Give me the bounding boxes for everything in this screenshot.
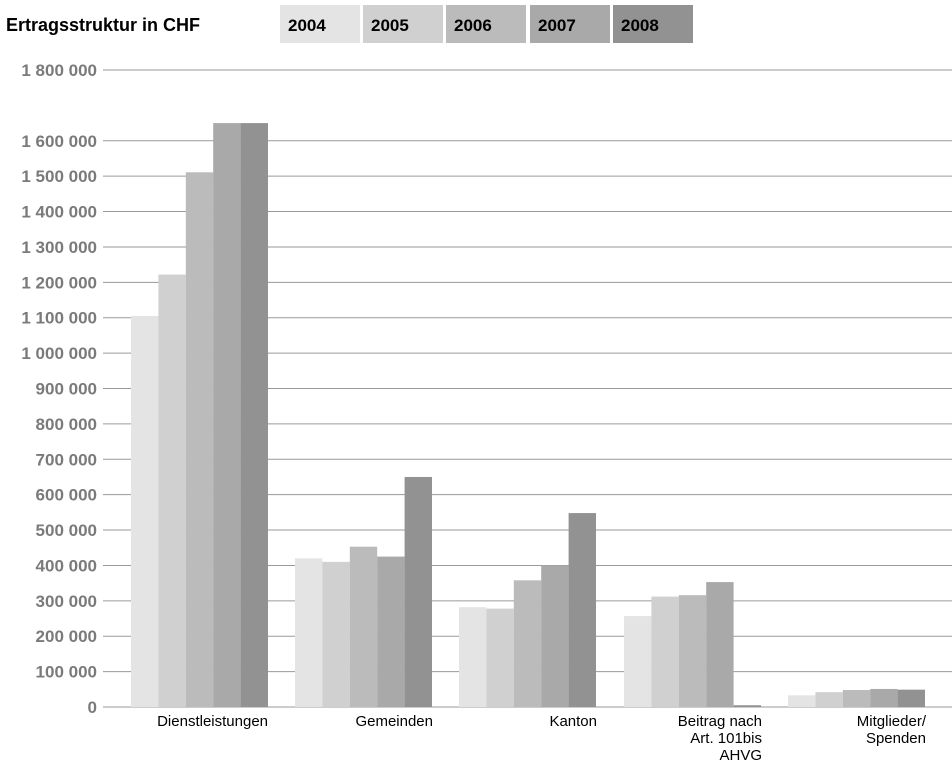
bar-2008-0: [240, 123, 268, 708]
bar-2006-0: [185, 172, 214, 707]
y-tick-label: 300 000: [36, 592, 97, 611]
bar-2005-4: [815, 692, 843, 707]
bar-2004-2: [459, 607, 487, 707]
y-tick-label: 1 000 000: [21, 344, 97, 363]
bar-2006-3: [678, 595, 707, 707]
bar-2008-2: [568, 513, 596, 707]
x-category-label: Dienstleistungen: [157, 713, 268, 730]
y-tick-label: 1 400 000: [21, 203, 97, 222]
y-tick-label: 800 000: [36, 415, 97, 434]
bar-2007-3: [706, 582, 734, 707]
bar-2006-2: [513, 580, 542, 707]
legend: 2004 2005 2006 2007 2008: [280, 5, 693, 43]
bar-2004-3: [624, 616, 652, 707]
y-tick-label: 100 000: [36, 663, 97, 682]
y-tick-label: 0: [88, 698, 97, 717]
x-category-label-line: Dienstleistungen: [157, 713, 268, 730]
bar-2004-4: [788, 695, 816, 707]
bar-2005-3: [651, 596, 679, 707]
x-category-label-line: Gemeinden: [355, 713, 433, 730]
y-tick-label: 400 000: [36, 556, 97, 575]
chart-title: Ertragsstruktur in CHF: [6, 15, 200, 35]
bar-2004-1: [295, 558, 323, 707]
bar-2005-0: [158, 274, 186, 707]
y-tick-label: 700 000: [36, 450, 97, 469]
y-tick-label: 1 300 000: [21, 238, 97, 257]
x-category-label-line: Mitglieder/: [857, 713, 927, 730]
y-axis-tick-labels: 0 100 000 200 000 300 000 400 000 500 000 600 …: [21, 61, 97, 717]
x-category-label: Mitglieder/Spenden: [857, 713, 927, 747]
y-tick-label: 1 200 000: [21, 273, 97, 292]
bar-2007-0: [213, 123, 241, 708]
bar-2004-0: [131, 315, 159, 707]
x-category-label-line: Beitrag nach: [678, 713, 762, 730]
legend-swatch-2005: [363, 5, 443, 43]
bar-2007-2: [541, 565, 569, 707]
y-tick-label: 200 000: [36, 627, 97, 646]
bar-2006-4: [842, 690, 871, 707]
bar-2005-2: [486, 608, 514, 707]
legend-label-2008: 2008: [621, 16, 659, 35]
legend-label-2007: 2007: [538, 16, 576, 35]
y-tick-label: 1 800 000: [21, 61, 97, 80]
bar-2008-3: [733, 705, 761, 707]
legend-label-2004: 2004: [288, 16, 326, 35]
legend-swatch-2006: [446, 5, 526, 43]
bar-2008-1: [404, 476, 432, 707]
x-category-label-line: Art. 101bis: [690, 730, 762, 747]
x-category-label-line: AHVG: [719, 747, 762, 764]
y-tick-label: 1 600 000: [21, 132, 97, 151]
bar-2008-4: [897, 689, 925, 707]
x-category-label: Kanton: [549, 713, 597, 730]
legend-swatch-2004: [280, 5, 360, 43]
y-tick-label: 1 100 000: [21, 309, 97, 328]
y-tick-label: 1 500 000: [21, 167, 97, 186]
x-category-label-line: Kanton: [549, 713, 597, 730]
x-axis-category-labels: Dienstleistungen Gemeinden Kanton Beitrag n…: [157, 713, 927, 764]
y-tick-label: 600 000: [36, 486, 97, 505]
y-tick-label: 500 000: [36, 521, 97, 540]
legend-swatch-2007: [530, 5, 610, 43]
legend-label-2005: 2005: [371, 16, 409, 35]
x-category-label-line: Spenden: [866, 730, 926, 747]
bar-2006-1: [349, 546, 378, 707]
x-category-label: Beitrag nach Art. 101bis AHVG: [678, 713, 762, 764]
bar-2007-4: [870, 688, 898, 707]
legend-swatch-2008: [613, 5, 693, 43]
bar-2005-1: [322, 561, 350, 707]
legend-label-2006: 2006: [454, 16, 492, 35]
bar-2007-1: [377, 556, 405, 707]
y-tick-label: 900 000: [36, 380, 97, 399]
x-category-label: Gemeinden: [355, 713, 433, 730]
bars: [131, 123, 925, 708]
